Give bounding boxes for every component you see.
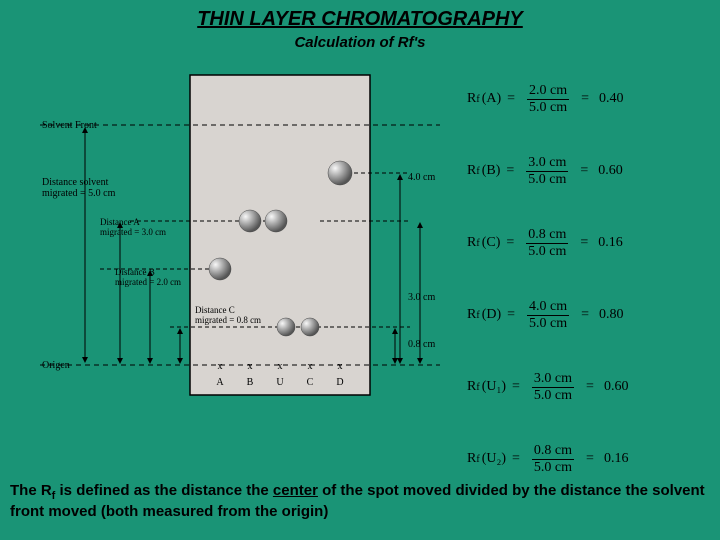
svg-text:x: x (218, 361, 223, 372)
svg-text:Solvent Front: Solvent Front (42, 120, 97, 131)
svg-text:x: x (248, 361, 253, 372)
svg-text:U: U (276, 377, 284, 388)
svg-text:D: D (336, 377, 343, 388)
svg-text:4.0 cm: 4.0 cm (408, 172, 435, 183)
svg-text:Distance A migrated = 3.0: Distance A migrated = 3.0 cm (100, 217, 166, 237)
svg-text:x: x (278, 361, 283, 372)
svg-text:Origen: Origen (42, 360, 70, 371)
svg-text:x: x (308, 361, 313, 372)
rf-formula-row: Rf (B)=3.0 cm5.0 cm=0.60 (467, 152, 715, 190)
svg-text:C: C (307, 377, 314, 388)
slide-subtitle: Calculation of Rf's (0, 34, 720, 51)
rf-formula-row: Rf (C)=0.8 cm5.0 cm=0.16 (467, 224, 715, 262)
rf-formula-row: Rf (D)=4.0 cm5.0 cm=0.80 (467, 296, 715, 334)
svg-text:B: B (247, 377, 254, 388)
svg-text:Distance B migrated = 2.0: Distance B migrated = 2.0 cm (115, 267, 181, 287)
svg-text:3.0 cm: 3.0 cm (408, 292, 435, 303)
svg-text:0.8 cm: 0.8 cm (408, 339, 435, 350)
svg-text:A: A (216, 377, 224, 388)
rf-formula-row: Rf (A)=2.0 cm5.0 cm=0.40 (467, 80, 715, 118)
svg-text:Distance solvent migrated: Distance solvent migrated = 5.0 cm (42, 177, 116, 199)
slide-title: THIN LAYER CHROMATOGRAPHY (0, 8, 720, 31)
svg-text:x: x (338, 361, 343, 372)
rf-formula-row: Rf (U₂)=0.8 cm5.0 cm=0.16 (467, 440, 715, 478)
tlc-diagram: x x x x x A B U C D Distance solvent mig… (40, 65, 440, 465)
rf-formulas: Rf (A)=2.0 cm5.0 cm=0.40 Rf (B)=3.0 cm5.0… (467, 80, 715, 512)
footer-definition: The Rf is defined as the distance the ce… (10, 482, 710, 523)
rf-formula-row: Rf (U₁)=3.0 cm5.0 cm=0.60 (467, 368, 715, 406)
